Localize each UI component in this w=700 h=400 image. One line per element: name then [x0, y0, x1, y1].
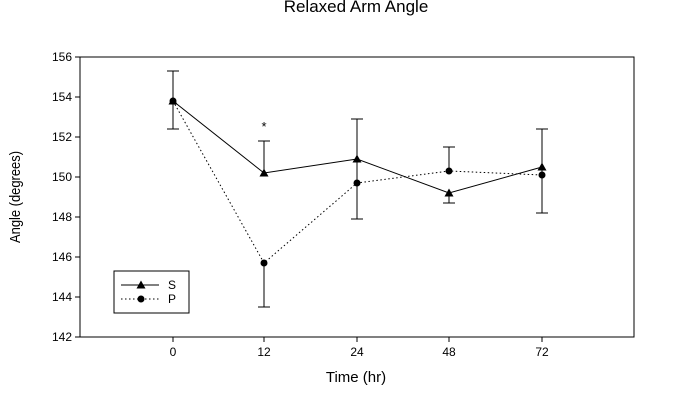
- y-axis: 142 144 146 148 150 152 154 156: [52, 50, 80, 344]
- data-point-s: [537, 162, 547, 171]
- y-tick-label: 152: [52, 130, 72, 144]
- data-point-s: [444, 188, 454, 197]
- y-tick-label: 156: [52, 50, 72, 64]
- y-tick-label: 146: [52, 250, 72, 264]
- x-tick-label: 24: [350, 345, 364, 359]
- data-point-p: [538, 171, 546, 179]
- y-tick-label: 148: [52, 210, 72, 224]
- x-tick-label: 72: [535, 345, 549, 359]
- y-tick-label: 150: [52, 170, 72, 184]
- error-bars: [167, 70, 548, 308]
- legend-label-p: P: [168, 292, 176, 306]
- chart-title: Relaxed Arm Angle: [284, 0, 429, 16]
- legend-marker-s: [136, 280, 146, 289]
- data-point-p: [445, 167, 453, 175]
- legend-label-s: S: [168, 278, 176, 292]
- legend-marker-p: [137, 295, 145, 303]
- data-point-p: [260, 259, 268, 267]
- data-point-s: [259, 168, 269, 177]
- x-axis: 0 12 24 48 72: [170, 337, 549, 359]
- y-tick-label: 142: [52, 330, 72, 344]
- legend-box: [113, 270, 190, 314]
- data-point-s: [352, 154, 362, 163]
- annotations: *: [261, 119, 266, 134]
- x-tick-label: 48: [442, 345, 456, 359]
- x-tick-label: 12: [257, 345, 271, 359]
- y-tick-label: 154: [52, 90, 72, 104]
- y-axis-label: Angle (degrees): [7, 151, 24, 243]
- x-axis-label: Time (hr): [326, 369, 386, 386]
- legend: SP: [113, 270, 190, 314]
- data-point-s: [168, 96, 178, 105]
- x-tick-label: 0: [170, 345, 177, 359]
- y-tick-label: 144: [52, 290, 72, 304]
- data-markers: [168, 96, 547, 267]
- data-point-p: [353, 179, 361, 187]
- significance-annotation: *: [261, 119, 266, 134]
